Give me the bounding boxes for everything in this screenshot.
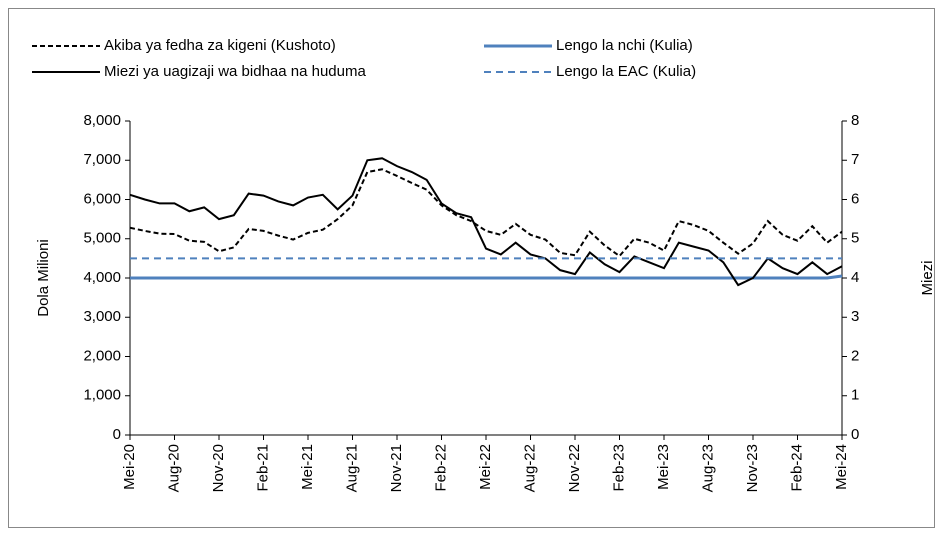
y2-tick-label: 8	[851, 112, 859, 129]
series-line	[129, 157, 843, 287]
y2-tick-label: 1	[851, 387, 859, 404]
x-tick-label: Nov-22	[566, 444, 583, 492]
legend-label: Akiba ya fedha za kigeni (Kushoto)	[104, 37, 336, 54]
y2-tick-label: 6	[851, 190, 859, 207]
y2-tick-label: 4	[851, 269, 859, 286]
x-tick-label: Aug-23	[699, 444, 716, 492]
y2-axis-label: Miezi	[919, 260, 936, 295]
x-tick-label: Feb-24	[788, 444, 805, 492]
y-tick-label: 4,000	[83, 269, 121, 286]
y2-tick-label: 0	[851, 426, 859, 443]
x-tick-label: Nov-21	[388, 444, 405, 492]
x-tick-label: Feb-22	[432, 444, 449, 492]
legend-label: Miezi ya uagizaji wa bidhaa na huduma	[104, 63, 366, 80]
y-tick-label: 3,000	[83, 308, 121, 325]
legend-label: Lengo la nchi (Kulia)	[556, 37, 693, 54]
x-tick-label: Aug-21	[343, 444, 360, 492]
x-tick-label: Mei-21	[299, 444, 316, 490]
y-tick-label: 1,000	[83, 387, 121, 404]
x-tick-label: Mei-20	[121, 444, 138, 490]
y2-tick-label: 3	[851, 308, 859, 325]
x-tick-label: Aug-20	[165, 444, 182, 492]
series-line	[130, 274, 843, 280]
y2-tick-label: 7	[851, 151, 859, 168]
y-tick-label: 8,000	[83, 112, 121, 129]
x-tick-label: Aug-22	[521, 444, 538, 492]
y2-tick-label: 2	[851, 347, 859, 364]
y-tick-label: 2,000	[83, 347, 121, 364]
x-tick-label: Mei-22	[477, 444, 494, 490]
y-tick-label: 7,000	[83, 151, 121, 168]
x-tick-label: Feb-21	[254, 444, 271, 492]
y2-tick-label: 5	[851, 230, 859, 247]
x-tick-label: Nov-23	[744, 444, 761, 492]
legend-label: Lengo la EAC (Kulia)	[556, 63, 696, 80]
chart-frame	[8, 8, 935, 528]
x-tick-label: Mei-23	[655, 444, 672, 490]
series-line	[129, 168, 843, 258]
x-tick-label: Mei-24	[833, 444, 850, 490]
x-tick-label: Nov-20	[210, 444, 227, 492]
y-tick-label: 6,000	[83, 190, 121, 207]
x-tick-label: Feb-23	[610, 444, 627, 492]
y-tick-label: 5,000	[83, 230, 121, 247]
y-tick-label: 0	[113, 426, 121, 443]
y-axis-label: Dola Milioni	[35, 239, 52, 317]
